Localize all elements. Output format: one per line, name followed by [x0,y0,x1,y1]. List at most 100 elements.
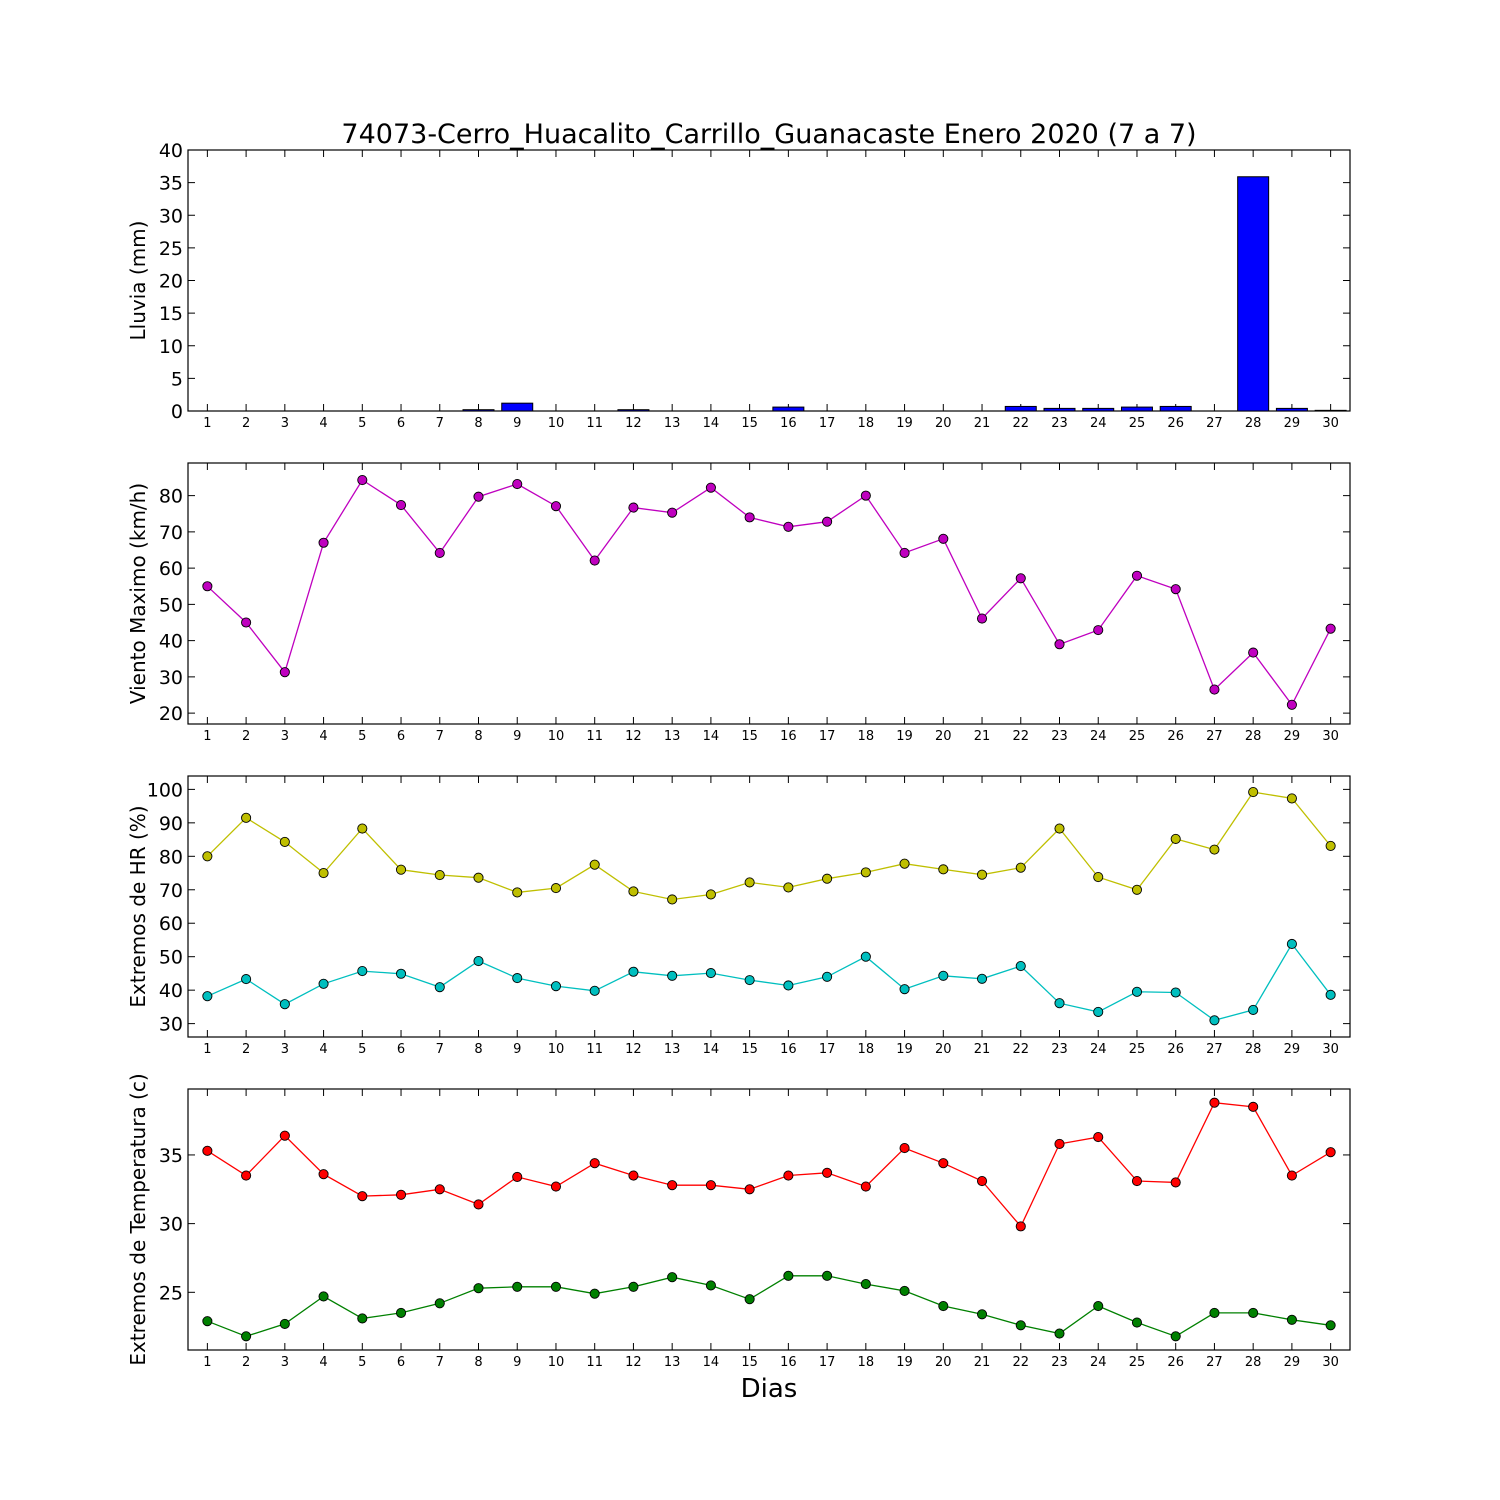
x-tick-label: 2 [242,729,250,744]
data-point [1015,1320,1026,1331]
x-tick-label: 3 [281,416,289,431]
rain-bar [1314,409,1347,412]
data-point [822,873,833,884]
data-point [202,851,213,862]
data-point [976,1175,988,1187]
x-tick-label: 6 [397,729,405,744]
x-tick-label: 14 [703,729,720,744]
data-point [1131,986,1143,997]
data-point [1015,1221,1026,1232]
x-tick-label: 6 [397,1355,405,1370]
x-tick-label: 6 [397,1042,405,1057]
data-point [241,1170,252,1181]
data-point [1209,1015,1220,1026]
x-tick-label: 4 [319,1355,327,1370]
x-tick-label: 23 [1051,729,1068,744]
x-tick-label: 6 [397,416,405,431]
data-point [1286,1314,1297,1325]
x-tick-label: 15 [741,1042,758,1057]
data-point [279,667,290,678]
y-tick-label: 30 [159,205,183,227]
y-tick-label: 80 [159,486,183,508]
data-point [628,502,639,513]
data-point [357,1313,368,1324]
y-tick-label: 25 [159,1282,183,1304]
data-point [860,1279,871,1290]
data-point [241,1331,252,1342]
x-tick-label: 2 [242,1355,250,1370]
data-point [938,1300,949,1312]
x-tick-label: 13 [664,729,681,744]
x-tick-label: 2 [242,416,250,431]
y-tick-label: 40 [159,140,183,162]
x-tick-label: 12 [625,1355,642,1370]
rain-bar [617,409,650,412]
x-tick-label: 28 [1245,729,1262,744]
x-tick-label: 3 [281,729,289,744]
rain-bar [772,406,805,412]
data-point [318,537,329,548]
data-point [1131,884,1143,895]
series-line-1 [207,1102,1331,1228]
y-tick-label: 40 [159,631,183,653]
x-tick-label: 20 [935,729,952,744]
data-point [473,1283,484,1294]
x-tick-label: 9 [513,416,521,431]
y-tick-label: 0 [171,401,183,423]
data-point [783,521,794,532]
data-point [550,501,562,512]
data-point [899,984,910,995]
data-point [395,968,407,979]
rain-bar [501,402,534,412]
data-point [628,886,639,897]
data-point [279,1130,290,1141]
data-point [822,1270,833,1281]
x-tick-label: 14 [703,416,720,431]
data-point [860,490,871,501]
data-point [1325,1320,1336,1331]
x-tick-label: 11 [586,1355,603,1370]
plot-area [187,149,1351,412]
x-tick-label: 17 [819,1042,836,1057]
data-point [357,1191,368,1202]
data-point [899,1285,910,1296]
x-tick-label: 19 [896,416,913,431]
y-tick-label: 30 [159,1014,183,1036]
data-point [705,889,716,900]
data-point [1248,647,1259,658]
x-tick-label: 8 [474,416,482,431]
data-point [899,1143,910,1154]
x-tick-label: 21 [974,1042,991,1057]
rain-bar [1275,407,1308,412]
x-tick-label: 1 [203,1042,211,1057]
data-point [434,1184,445,1195]
data-point [1093,625,1104,636]
x-tick-label: 29 [1284,729,1301,744]
data-point [1248,1004,1259,1015]
data-point [512,478,523,490]
data-point [1131,1175,1143,1187]
y-tick-label: 100 [147,779,183,801]
x-axis-label: Dias [741,1374,798,1404]
x-tick-label: 21 [974,1355,991,1370]
data-point [628,1281,639,1292]
data-point [628,1170,639,1181]
series-line-2 [207,942,1332,1022]
x-tick-label: 23 [1051,1042,1068,1057]
data-point [1093,1006,1104,1017]
data-point [241,812,252,823]
x-tick-label: 5 [358,1355,366,1370]
data-point [318,1169,329,1180]
x-tick-label: 11 [586,416,603,431]
data-point [318,1291,329,1302]
data-point [1170,987,1181,998]
data-point [667,1272,678,1283]
y-tick-label: 30 [159,667,183,689]
x-tick-label: 29 [1284,416,1301,431]
plot-area [187,1088,1351,1351]
data-point [357,474,368,486]
